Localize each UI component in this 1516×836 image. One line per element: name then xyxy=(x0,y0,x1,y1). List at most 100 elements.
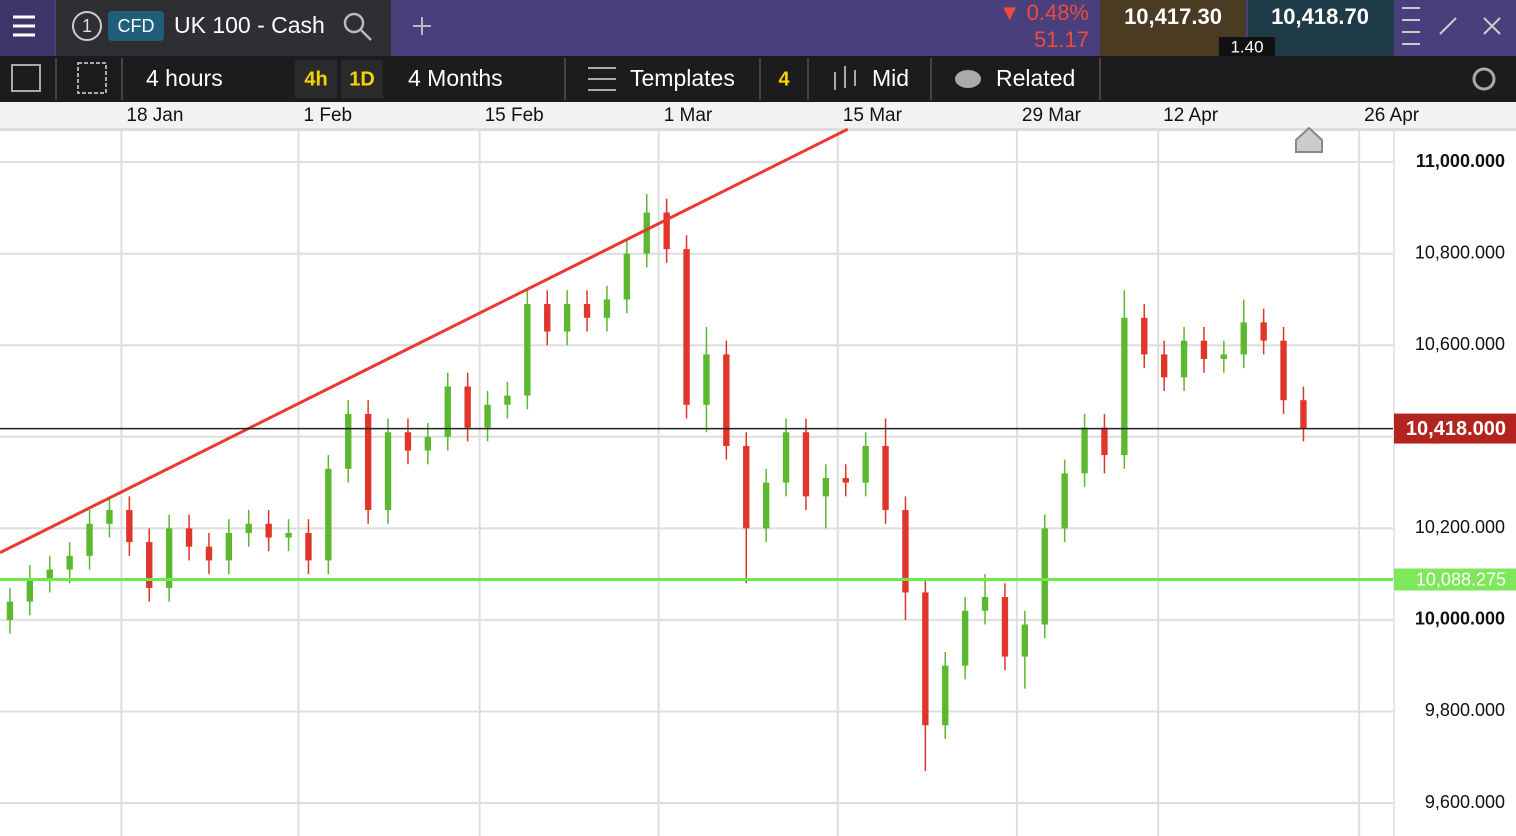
x-tick-label: 1 Mar xyxy=(664,105,713,126)
candle-body xyxy=(464,386,471,428)
candle-icon xyxy=(834,66,856,90)
y-tick-label: 9,600.000 xyxy=(1425,792,1505,812)
buy-price: 10,418.70 xyxy=(1271,4,1369,29)
search-icon[interactable] xyxy=(343,12,372,41)
quick-interval[interactable]: 4h xyxy=(304,68,327,90)
menu-button[interactable] xyxy=(0,0,54,56)
candle-body xyxy=(265,523,272,538)
candle-body xyxy=(225,532,233,561)
candle-body xyxy=(106,510,113,524)
list-icon[interactable] xyxy=(11,64,41,92)
candle-body xyxy=(126,510,133,543)
candle-body xyxy=(842,478,849,483)
candle-body xyxy=(782,432,790,483)
y-tick-label: 11,000.000 xyxy=(1416,151,1505,171)
badge-number: 1 xyxy=(82,16,92,36)
candle-body xyxy=(942,665,949,726)
price-axis xyxy=(1393,131,1516,836)
cfd-badge xyxy=(108,11,164,41)
toolbar-dividers xyxy=(55,58,1101,100)
candle-body xyxy=(1300,400,1307,429)
badge-circle xyxy=(72,11,102,41)
x-tick-label: 12 Apr xyxy=(1163,105,1219,126)
candle-body xyxy=(205,546,213,561)
candle-body xyxy=(743,445,750,529)
candle-body xyxy=(882,445,889,511)
candle-body xyxy=(603,299,611,318)
candle-body xyxy=(185,528,193,547)
y-tick-label: 10,000.000 xyxy=(1415,609,1505,629)
candle-body xyxy=(1021,624,1029,657)
candle-body xyxy=(1081,427,1088,474)
candle-body xyxy=(723,354,730,446)
instrument-type: CFD xyxy=(118,16,155,36)
candle-body xyxy=(1001,597,1009,657)
candle-body xyxy=(623,253,631,300)
candle-body xyxy=(1121,317,1128,456)
candle-body xyxy=(46,569,53,579)
candle-body xyxy=(484,404,491,428)
candle-body xyxy=(1220,354,1228,359)
x-tick-label: 29 Mar xyxy=(1022,105,1082,126)
candle-body xyxy=(862,445,869,483)
candle-body xyxy=(981,597,989,611)
price-type[interactable]: Mid xyxy=(872,65,909,91)
candle-body xyxy=(583,304,591,318)
candle-body xyxy=(146,542,153,588)
x-tick-label: 15 Mar xyxy=(843,105,903,126)
candle-body xyxy=(683,249,690,405)
x-tick-label: 18 Jan xyxy=(126,105,183,126)
candle-body xyxy=(26,578,34,602)
spread: 1.40 xyxy=(1230,37,1263,56)
candle-body xyxy=(643,212,650,254)
candle-body xyxy=(1061,473,1068,529)
price-tag xyxy=(1394,568,1516,591)
candle-body xyxy=(66,555,73,570)
menu-icon xyxy=(13,15,35,37)
price-tag xyxy=(1394,413,1516,444)
candle-body xyxy=(364,413,372,511)
candle-body xyxy=(245,523,252,533)
y-tick-label: 10,200.000 xyxy=(1415,517,1505,537)
x-tick-label: 26 Apr xyxy=(1364,105,1420,126)
change-pts: 51.17 xyxy=(1034,27,1089,52)
add-tab[interactable] xyxy=(413,17,431,35)
eye-icon xyxy=(955,70,981,88)
home-icon[interactable] xyxy=(1295,126,1323,153)
templates-icon xyxy=(588,67,616,91)
candle-body xyxy=(1200,340,1208,359)
candle-body xyxy=(345,413,352,469)
quick-interval[interactable]: 1D xyxy=(349,68,375,90)
candle-body xyxy=(504,395,511,405)
candle-body xyxy=(1160,354,1168,378)
candle-body xyxy=(384,432,392,511)
interval[interactable]: 4 hours xyxy=(146,65,223,91)
candle-body xyxy=(762,482,770,529)
templates[interactable]: Templates xyxy=(630,65,735,91)
quick-bg xyxy=(341,60,383,98)
candle-body xyxy=(802,432,810,497)
axis-divider xyxy=(0,128,1516,131)
related[interactable]: Related xyxy=(996,65,1075,91)
candle-body xyxy=(1240,322,1247,355)
candle-body xyxy=(703,354,710,405)
y-tick-label: 10,800.000 xyxy=(1415,242,1505,262)
candle-body xyxy=(1280,340,1287,401)
candle-body xyxy=(524,304,531,396)
candle-body xyxy=(86,523,93,556)
date-axis xyxy=(0,102,1516,128)
change-pct: ▼ 0.48% xyxy=(999,0,1089,25)
spread-box xyxy=(1219,37,1275,57)
window-icons[interactable] xyxy=(1402,7,1501,45)
price-tag-label: 10,418.000 xyxy=(1406,418,1506,440)
settings-icon[interactable] xyxy=(1472,67,1496,91)
candle-body xyxy=(1041,528,1048,625)
range[interactable]: 4 Months xyxy=(408,65,503,91)
candle-body xyxy=(922,592,929,726)
layout-icon[interactable] xyxy=(77,62,107,94)
quick-bg xyxy=(295,60,337,98)
x-tick-label: 15 Feb xyxy=(485,105,544,126)
candle-body xyxy=(1180,340,1188,378)
candle-body xyxy=(563,304,571,332)
